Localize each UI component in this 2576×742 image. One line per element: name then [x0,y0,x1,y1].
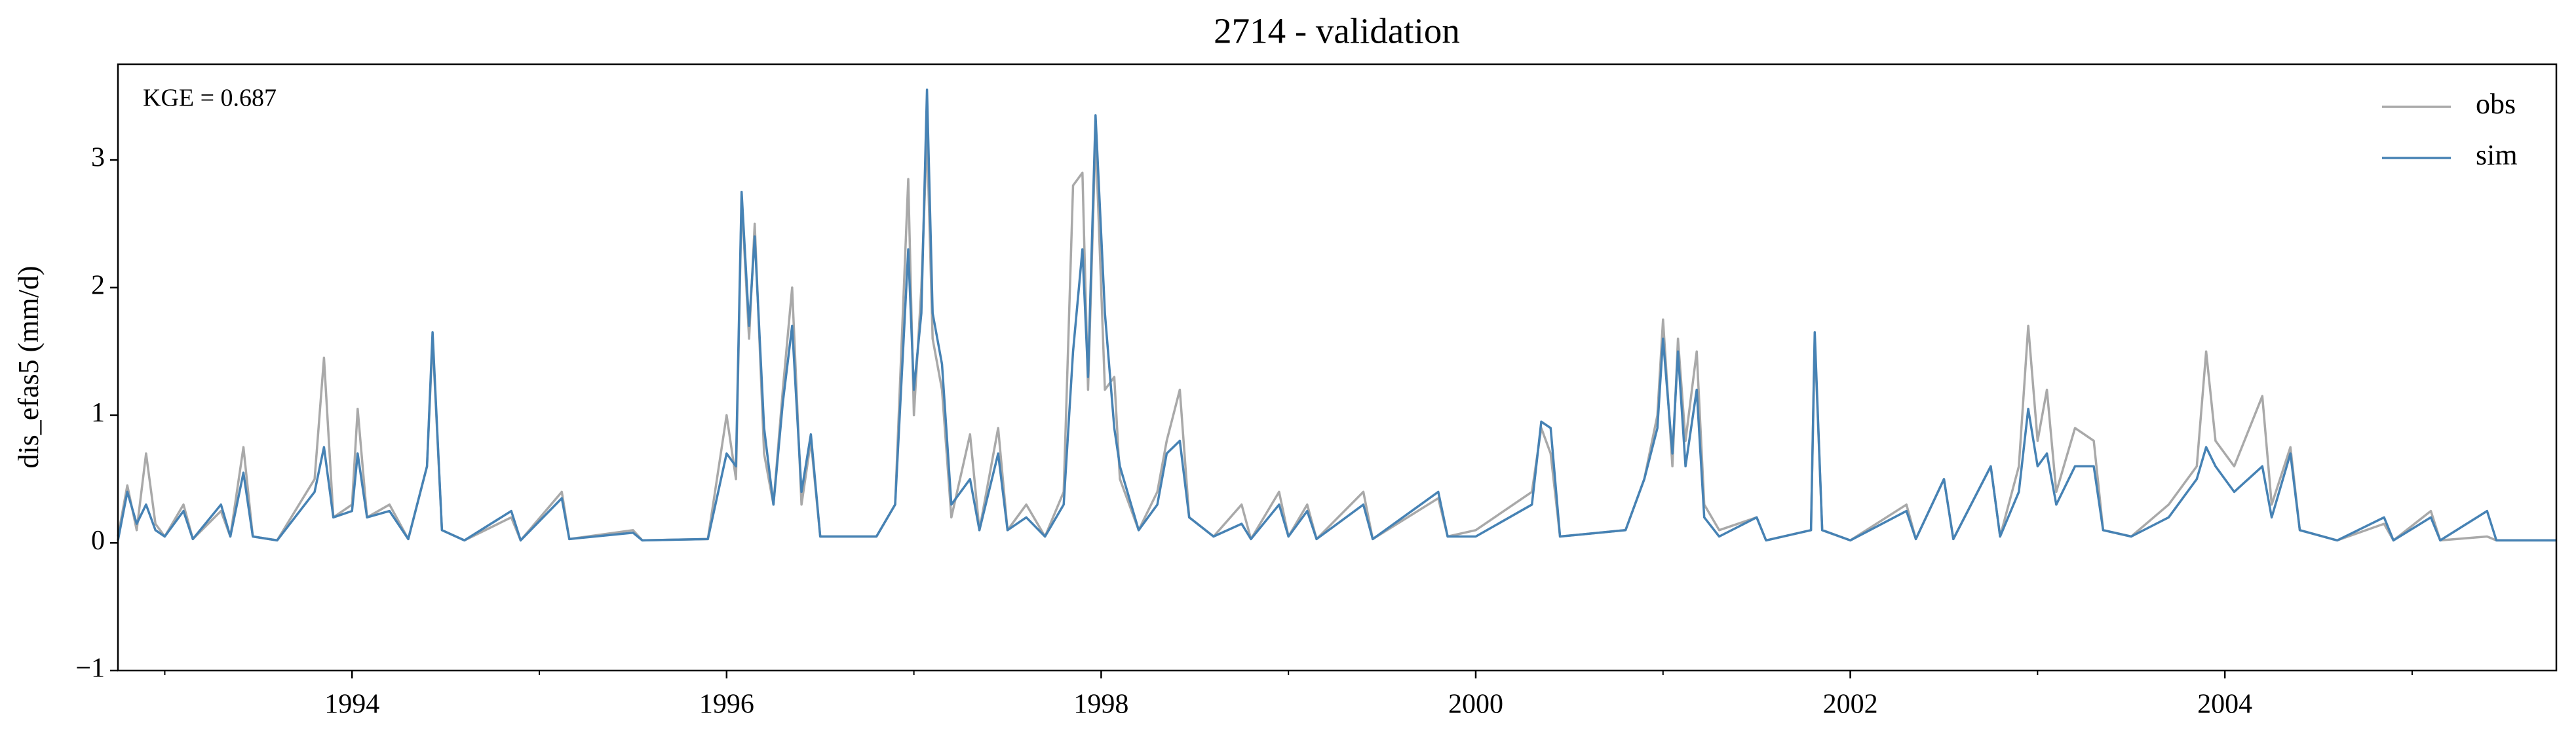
annotation: KGE = 0.687 [143,85,277,112]
x-tick-label: 1998 [1073,690,1128,720]
y-tick-label: 2 [91,270,105,300]
plot-frame [117,63,2558,672]
y-tick-label: 3 [91,143,105,173]
x-tick-label: 1996 [699,690,754,720]
legend-label: sim [2476,139,2518,171]
y-tick-label: 1 [91,398,105,428]
legend-label: obs [2476,88,2516,120]
series-line [117,88,2556,542]
x-tick-label: 2002 [1823,690,1878,720]
x-tick-label: 1994 [324,690,379,720]
y-tick-label: −1 [75,654,105,684]
x-tick-label: 2000 [1448,690,1503,720]
chart-title: 2714 - validation [1214,11,1460,51]
y-axis-label: dis_efas5 (mm/d) [12,265,45,468]
y-tick-label: 0 [91,526,105,556]
x-tick-label: 2004 [2197,690,2252,720]
